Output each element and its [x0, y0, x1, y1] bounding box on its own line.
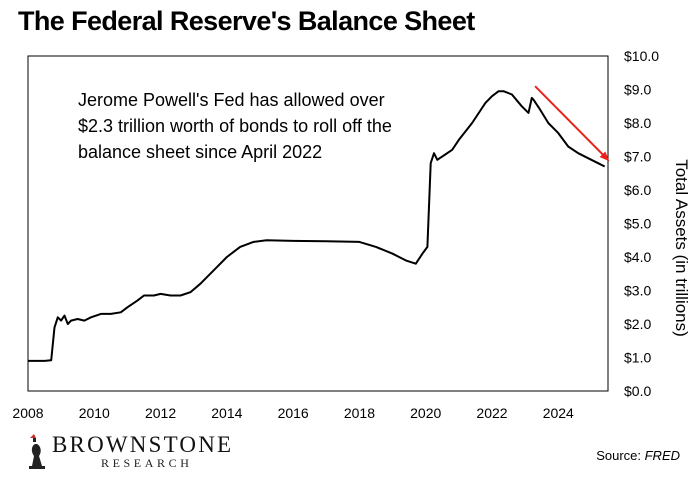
- x-tick-label: 2016: [278, 405, 309, 421]
- annotation-line-2: $2.3 trillion worth of bonds to roll off…: [78, 116, 392, 136]
- y-tick-label: $7.0: [624, 149, 651, 165]
- y-axis: $0.0 $1.0 $2.0 $3.0 $4.0 $5.0 $6.0 $7.0 $8.0 $9.0…: [624, 48, 659, 399]
- x-tick-label: 2010: [79, 405, 110, 421]
- brand-subtitle: RESEARCH: [101, 456, 193, 470]
- x-tick-label: 2018: [344, 405, 375, 421]
- y-axis-label: Total Assets (in trillions): [672, 159, 691, 337]
- y-tick-label: $0.0: [624, 383, 651, 399]
- source-label: Source:: [596, 448, 645, 463]
- x-tick-label: 2020: [410, 405, 441, 421]
- x-tick-label: 2008: [12, 405, 43, 421]
- brand-name: BROWNSTONE: [52, 432, 234, 457]
- annotation-text: Jerome Powell's Fed has allowed over $2.…: [78, 90, 392, 162]
- brownstone-logo-icon: [29, 434, 45, 469]
- x-tick-label: 2012: [145, 405, 176, 421]
- y-tick-label: $5.0: [624, 216, 651, 232]
- chart-title: The Federal Reserve's Balance Sheet: [18, 6, 475, 36]
- x-tick-label: 2014: [211, 405, 242, 421]
- decline-arrow: [534, 85, 610, 162]
- annotation-line-3: balance sheet since April 2022: [78, 142, 322, 162]
- y-tick-label: $2.0: [624, 316, 651, 332]
- plot-frame: [27, 55, 609, 392]
- series-line-total-assets: [28, 90, 606, 362]
- source-note: Source: FRED: [596, 448, 680, 463]
- y-tick-label: $10.0: [624, 48, 659, 64]
- y-tick-label: $6.0: [624, 182, 651, 198]
- x-tick-label: 2024: [543, 405, 574, 421]
- y-tick-label: $4.0: [624, 249, 651, 265]
- chart: $0.0 $1.0 $2.0 $3.0 $4.0 $5.0 $6.0 $7.0 $8.0 $9.0…: [12, 48, 691, 421]
- y-tick-label: $3.0: [624, 283, 651, 299]
- y-tick-label: $8.0: [624, 115, 651, 131]
- source-name: FRED: [644, 448, 680, 463]
- y-tick-label: $9.0: [624, 82, 651, 98]
- x-tick-label: 2022: [476, 405, 507, 421]
- annotation-line-1: Jerome Powell's Fed has allowed over: [78, 90, 385, 110]
- y-tick-label: $1.0: [624, 350, 651, 366]
- x-axis: 2008 2010 2012 2014 2016 2018 2020 2022 2024: [12, 405, 574, 421]
